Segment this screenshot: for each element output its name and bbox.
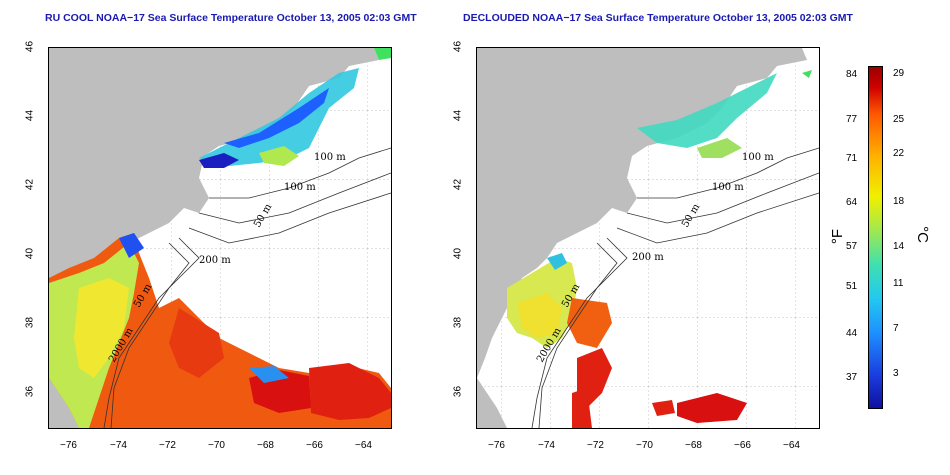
lon-tick: −70 xyxy=(636,440,653,451)
temperature-colorbar xyxy=(868,66,883,409)
contour-label-200m: 200 m xyxy=(632,252,664,263)
fahrenheit-tick: 84 xyxy=(846,69,858,80)
lat-tick: 44 xyxy=(452,109,464,122)
lat-tick: 40 xyxy=(452,247,464,260)
lon-tick: −68 xyxy=(257,440,274,451)
lon-tick: −70 xyxy=(208,440,225,451)
lat-tick: 42 xyxy=(24,178,36,191)
celsius-tick: 7 xyxy=(893,323,899,334)
fahrenheit-tick: 64 xyxy=(846,197,858,208)
lat-tick: 40 xyxy=(24,247,36,260)
lon-tick: −72 xyxy=(587,440,604,451)
lon-tick: −64 xyxy=(355,440,372,451)
sst-north xyxy=(637,70,812,158)
lat-tick: 42 xyxy=(452,178,464,191)
contour-label-100m-b: 100 m xyxy=(712,182,744,193)
celsius-tick: 29 xyxy=(893,68,905,79)
celsius-tick: 22 xyxy=(893,148,905,159)
lat-tick: 38 xyxy=(24,316,36,329)
lon-tick: −72 xyxy=(159,440,176,451)
celsius-tick: 18 xyxy=(893,196,905,207)
right-map-title: DECLOUDED NOAA−17 Sea Surface Temperatur… xyxy=(463,12,853,24)
lat-tick: 36 xyxy=(24,385,36,398)
lat-tick: 36 xyxy=(452,385,464,398)
fahrenheit-tick: 77 xyxy=(846,114,858,125)
lat-tick: 46 xyxy=(452,40,464,53)
celsius-tick: 14 xyxy=(893,241,905,252)
land-mass-south xyxy=(477,378,507,428)
land-mass xyxy=(49,48,379,378)
contour-label-100m-b: 100 m xyxy=(284,182,316,193)
celsius-tick: 25 xyxy=(893,114,905,125)
lon-tick: −68 xyxy=(685,440,702,451)
land-mass-south xyxy=(49,378,79,428)
celsius-tick: 11 xyxy=(893,278,904,289)
fahrenheit-unit-label: °F xyxy=(829,228,847,245)
celsius-tick: 3 xyxy=(893,368,899,379)
lat-tick: 44 xyxy=(24,109,36,122)
left-sst-map: 100 m 100 m 50 m 200 m 50 m 2000 m xyxy=(48,47,392,429)
fahrenheit-tick: 44 xyxy=(846,328,858,339)
lon-tick: −64 xyxy=(783,440,800,451)
land-mass xyxy=(477,48,807,378)
lon-tick: −76 xyxy=(488,440,505,451)
contour-label-100m-a: 100 m xyxy=(314,152,346,163)
lon-tick: −66 xyxy=(734,440,751,451)
lon-tick: −66 xyxy=(306,440,323,451)
bathymetry-contours xyxy=(103,147,391,428)
right-sst-map: 100 m 100 m 50 m 200 m 50 m 2000 m xyxy=(476,47,820,429)
sst-north xyxy=(199,48,391,168)
lat-tick: 46 xyxy=(24,40,36,53)
lon-tick: −76 xyxy=(60,440,77,451)
contour-label-200m: 200 m xyxy=(199,255,231,266)
left-map-title: RU COOL NOAA−17 Sea Surface Temperature … xyxy=(45,12,417,24)
fahrenheit-tick: 71 xyxy=(846,153,858,164)
celsius-unit-label: °C xyxy=(913,226,931,243)
contour-label-100m-a: 100 m xyxy=(742,152,774,163)
fahrenheit-tick: 51 xyxy=(846,281,858,292)
lat-tick: 38 xyxy=(452,316,464,329)
lon-tick: −74 xyxy=(110,440,127,451)
fahrenheit-tick: 37 xyxy=(846,372,858,383)
bathymetry-contours xyxy=(531,147,819,428)
fahrenheit-tick: 57 xyxy=(846,241,858,252)
sst-south xyxy=(49,233,391,428)
lon-tick: −74 xyxy=(538,440,555,451)
